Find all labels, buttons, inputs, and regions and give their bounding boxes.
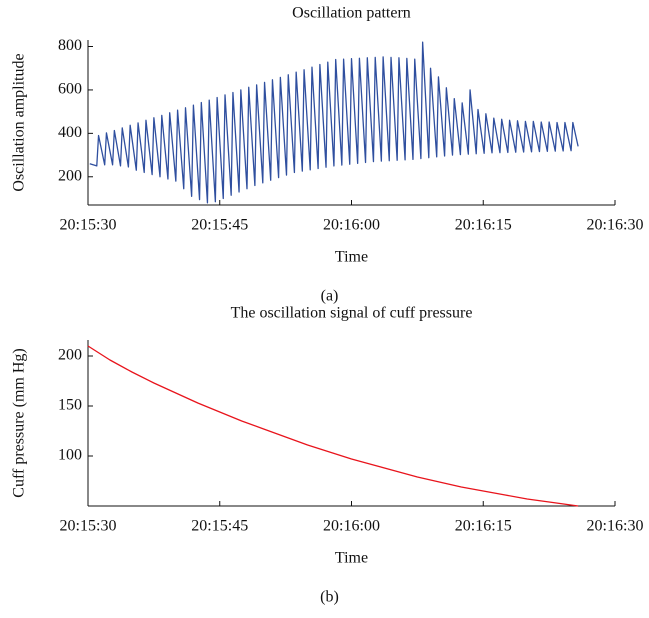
y-tick-label: 200	[58, 167, 82, 184]
chart-title: Oscillation pattern	[292, 5, 411, 22]
x-tick-label: 20:16:15	[455, 518, 512, 535]
x-tick-label: 20:16:30	[587, 518, 644, 535]
x-axis-label: Time	[335, 249, 368, 266]
x-tick-label: 20:16:00	[323, 518, 380, 535]
y-axis-label: Cuff pressure (mm Hg)	[11, 348, 28, 497]
y-tick-label: 100	[58, 447, 82, 464]
y-tick-label: 400	[58, 124, 82, 141]
x-tick-label: 20:15:45	[191, 217, 248, 234]
x-tick-label: 20:15:45	[191, 518, 248, 535]
caption: (a)	[321, 288, 339, 305]
data-line	[89, 41, 579, 204]
x-tick-label: 20:15:30	[60, 518, 117, 535]
x-axis-label: Time	[335, 550, 368, 567]
y-axis-label: Oscillation amplitude	[11, 53, 28, 191]
x-tick-label: 20:16:30	[587, 217, 644, 234]
y-tick-label: 800	[58, 37, 82, 54]
x-tick-label: 20:16:15	[455, 217, 512, 234]
y-tick-label: 150	[58, 397, 82, 414]
data-line	[87, 345, 579, 507]
chart-title: The oscillation signal of cuff pressure	[231, 305, 473, 322]
y-tick-label: 200	[58, 347, 82, 364]
y-tick-label: 600	[58, 81, 82, 98]
caption: (b)	[320, 589, 339, 606]
x-tick-label: 20:15:30	[60, 217, 117, 234]
x-tick-label: 20:16:00	[323, 217, 380, 234]
